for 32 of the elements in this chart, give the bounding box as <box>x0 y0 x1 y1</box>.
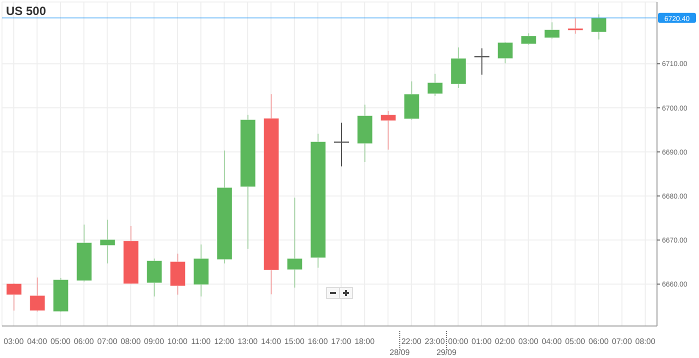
x-tick-label: 03:00 <box>4 337 24 346</box>
x-tick-label: 10:00 <box>167 337 188 346</box>
text: 28/09 <box>390 348 410 357</box>
x-tick-label: 07:00 <box>97 337 118 346</box>
x-tick-label: 03:00 <box>518 337 539 346</box>
x-tick-label: 22:00 <box>401 337 422 346</box>
x-tick-label: 08:00 <box>120 337 142 346</box>
x-tick-label: 01:00 <box>472 337 492 346</box>
x-tick-label: 23:00 <box>424 337 446 346</box>
x-tick-label: 00:00 <box>448 337 469 346</box>
x-tick-label: 12:00 <box>214 337 235 346</box>
x-tick-label: 15:00 <box>284 337 305 346</box>
chart-title: US 500 <box>6 4 46 18</box>
x-tick-label: 06:00 <box>588 337 610 346</box>
x-tick-label: 06:00 <box>74 337 94 346</box>
x-tick-label: 13:00 <box>238 337 258 346</box>
x-tick-label: 14:00 <box>261 337 282 346</box>
x-tick-label: 11:00 <box>191 337 212 346</box>
candlestick <box>474 48 490 76</box>
x-tick-label: 17:00 <box>331 337 352 346</box>
candlestick <box>333 122 350 167</box>
x-tick-label: 05:00 <box>50 337 72 346</box>
x-tick-label: 02:00 <box>494 337 516 346</box>
x-tick-label: 09:00 <box>144 337 165 346</box>
x-tick-label: 18:00 <box>354 337 376 346</box>
x-tick-label: 04:00 <box>542 337 562 346</box>
x-tick-label: 07:00 <box>612 337 632 346</box>
x-tick-label: 08:00 <box>635 337 656 346</box>
text: 29/09 <box>436 348 458 357</box>
x-tick-label: 04:00 <box>27 337 48 346</box>
x-tick-label: 05:00 <box>565 337 586 346</box>
x-tick-label: 16:00 <box>308 337 328 346</box>
